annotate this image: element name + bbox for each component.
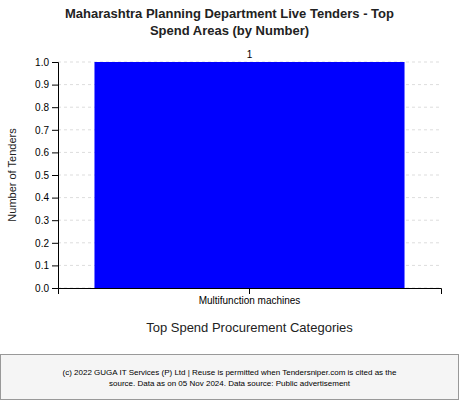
y-axis: 0.0 0.1 0.2 0.3 0.4 0.5 0.6 0.7 0.8 0.9 1.0 xyxy=(35,57,58,294)
y-tick: 0.6 xyxy=(35,147,58,158)
y-tick-mark xyxy=(52,175,58,176)
y-tick-label: 0.5 xyxy=(35,170,49,181)
y-tick-label: 0.6 xyxy=(35,147,49,158)
bar xyxy=(94,62,404,288)
y-axis-line xyxy=(52,63,59,289)
y-tick: 0.7 xyxy=(35,125,58,136)
y-tick-label: 0.7 xyxy=(35,125,49,136)
y-tick-mark xyxy=(52,220,58,221)
y-tick: 0.1 xyxy=(35,260,58,271)
y-axis-title: Number of Tenders xyxy=(6,128,18,222)
y-tick-mark xyxy=(52,130,58,131)
y-tick-label: 0.0 xyxy=(35,283,49,294)
footer-box xyxy=(1,355,459,400)
plot-area: 0.0 0.1 0.2 0.3 0.4 0.5 0.6 0.7 0.8 0.9 1.0 Multifu… xyxy=(35,49,441,306)
y-tick: 1.0 xyxy=(35,57,58,68)
y-tick: 0.5 xyxy=(35,170,58,181)
grid xyxy=(58,62,441,288)
data-label: 1 xyxy=(247,49,253,60)
y-tick-mark xyxy=(52,85,58,86)
x-tick-label: Multifunction machines xyxy=(199,295,301,306)
y-tick-label: 0.4 xyxy=(35,192,49,203)
y-tick: 0.3 xyxy=(35,215,58,226)
y-tick-mark xyxy=(52,107,58,108)
y-tick-mark xyxy=(52,198,58,199)
y-tick: 0.4 xyxy=(35,192,58,203)
y-tick-mark xyxy=(52,152,58,153)
chart-container: Maharashtra Planning Department Live Ten… xyxy=(0,0,459,400)
x-axis-title: Top Spend Procurement Categories xyxy=(146,320,353,335)
y-tick: 0.8 xyxy=(35,102,58,113)
y-tick-mark xyxy=(52,265,58,266)
x-axis: Multifunction machines xyxy=(59,288,442,306)
y-tick-mark xyxy=(52,288,58,289)
footer-text: (c) 2022 GUGA IT Services (P) Ltd | Reus… xyxy=(63,368,397,388)
y-tick-label: 0.1 xyxy=(35,260,49,271)
y-tick: 0.9 xyxy=(35,79,58,90)
x-tick: Multifunction machines xyxy=(199,288,301,306)
y-tick-label: 0.8 xyxy=(35,102,49,113)
x-tick-mark xyxy=(249,288,250,294)
title-line: Maharashtra Planning Department Live Ten… xyxy=(65,6,394,21)
y-tick-label: 1.0 xyxy=(35,57,49,68)
footer-line: source. Data as on 05 Nov 2024. Data sou… xyxy=(109,379,351,388)
y-tick: 0.2 xyxy=(35,238,58,249)
bars xyxy=(94,62,404,288)
y-tick-mark xyxy=(52,62,58,63)
data-labels: 1 xyxy=(247,49,253,60)
title-line: Spend Areas (by Number) xyxy=(150,23,309,38)
chart-svg: Maharashtra Planning Department Live Ten… xyxy=(0,0,459,400)
y-tick: 0.0 xyxy=(35,283,58,294)
footer-line: (c) 2022 GUGA IT Services (P) Ltd | Reus… xyxy=(63,368,397,377)
y-tick-label: 0.2 xyxy=(35,238,49,249)
y-tick-label: 0.3 xyxy=(35,215,49,226)
chart-title: Maharashtra Planning Department Live Ten… xyxy=(65,6,394,38)
y-tick-label: 0.9 xyxy=(35,79,49,90)
x-axis-line xyxy=(59,289,442,295)
y-tick-mark xyxy=(52,243,58,244)
